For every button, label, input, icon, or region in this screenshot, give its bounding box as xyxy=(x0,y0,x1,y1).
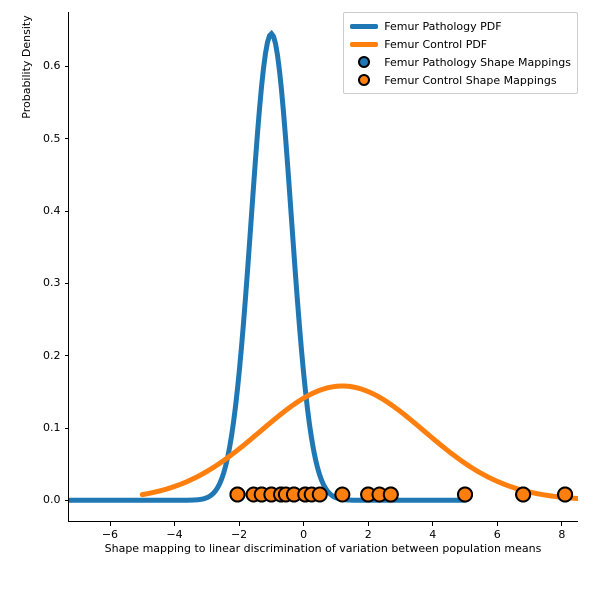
x-tick-label: −4 xyxy=(155,528,195,541)
control-marker xyxy=(313,488,327,502)
legend-label: Femur Pathology PDF xyxy=(384,20,501,33)
legend: Femur Pathology PDF Femur Control PDF Femu… xyxy=(343,12,578,94)
y-tick xyxy=(65,138,69,139)
y-tick xyxy=(65,283,69,284)
x-tick-label: 2 xyxy=(348,528,388,541)
x-tick xyxy=(303,522,304,526)
legend-label: Femur Control Shape Mappings xyxy=(384,74,556,87)
legend-marker-swatch xyxy=(358,56,370,68)
control_pdf-line xyxy=(142,386,578,499)
control-marker xyxy=(230,488,244,502)
figure: Femur Pathology PDF Femur Control PDF Femu… xyxy=(0,0,596,589)
x-tick-label: 8 xyxy=(542,528,582,541)
x-tick xyxy=(368,522,369,526)
control-marker xyxy=(335,488,349,502)
x-axis-label: Shape mapping to linear discrimination o… xyxy=(68,542,578,555)
y-tick xyxy=(65,66,69,67)
y-tick-label: 0.2 xyxy=(31,349,61,362)
pathology_pdf-line xyxy=(68,34,465,501)
legend-label: Femur Pathology Shape Mappings xyxy=(384,56,571,69)
y-tick-label: 0.6 xyxy=(31,59,61,72)
control-marker xyxy=(384,488,398,502)
y-tick xyxy=(65,211,69,212)
spine-left xyxy=(68,12,69,522)
x-tick xyxy=(110,522,111,526)
x-tick-label: −6 xyxy=(90,528,130,541)
control-marker xyxy=(516,488,530,502)
y-tick xyxy=(65,428,69,429)
y-tick-label: 0.4 xyxy=(31,204,61,217)
legend-label: Femur Control PDF xyxy=(384,38,487,51)
spine-bottom xyxy=(68,521,578,522)
x-tick xyxy=(239,522,240,526)
legend-marker-swatch xyxy=(358,74,370,86)
legend-row: Femur Pathology PDF xyxy=(350,17,571,35)
y-tick-label: 0.1 xyxy=(31,421,61,434)
y-tick xyxy=(65,355,69,356)
y-tick-label: 0.5 xyxy=(31,132,61,145)
y-tick xyxy=(65,500,69,501)
y-tick-label: 0.0 xyxy=(31,493,61,506)
y-axis-label: Probability Density xyxy=(20,0,33,322)
x-tick xyxy=(432,522,433,526)
x-tick-label: 0 xyxy=(284,528,324,541)
legend-row: Femur Control Shape Mappings xyxy=(350,71,571,89)
control-marker xyxy=(458,488,472,502)
legend-line-swatch xyxy=(350,24,378,29)
x-tick-label: −2 xyxy=(219,528,259,541)
control-marker xyxy=(558,488,572,502)
legend-line-swatch xyxy=(350,42,378,47)
legend-row: Femur Control PDF xyxy=(350,35,571,53)
x-tick xyxy=(497,522,498,526)
x-tick-label: 6 xyxy=(477,528,517,541)
x-tick-label: 4 xyxy=(413,528,453,541)
y-tick-label: 0.3 xyxy=(31,276,61,289)
legend-row: Femur Pathology Shape Mappings xyxy=(350,53,571,71)
x-tick xyxy=(561,522,562,526)
x-tick xyxy=(174,522,175,526)
